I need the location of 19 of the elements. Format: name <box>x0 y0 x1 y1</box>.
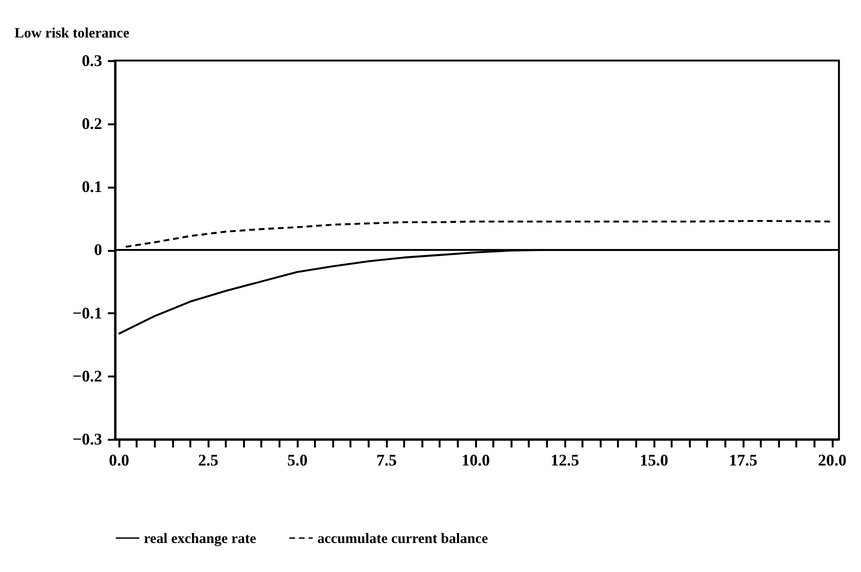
x-tick-label: 17.5 <box>728 450 758 470</box>
x-tick-label: 12.5 <box>550 450 580 470</box>
y-tick-label: −0.3 <box>72 430 102 449</box>
x-tick-label: 5.0 <box>287 450 308 470</box>
x-tick-label: 7.5 <box>376 450 397 470</box>
y-tick-label: −0.2 <box>72 366 102 386</box>
y-tick-label: 0 <box>94 240 102 260</box>
x-tick-label: 20.0 <box>818 450 847 470</box>
x-tick-label: 2.5 <box>198 450 218 470</box>
legend-label: accumulate current balance <box>317 530 489 547</box>
x-tick-label: 15.0 <box>640 450 668 470</box>
y-tick-label: 0.3 <box>82 50 102 70</box>
y-tick-label: −0.1 <box>72 303 102 322</box>
x-tick-label: 0.0 <box>108 450 130 470</box>
chart-title: Low risk tolerance <box>14 26 130 42</box>
y-tick-label: 0.2 <box>82 114 102 133</box>
legend-label: real exchange rate <box>144 530 257 547</box>
y-tick-label: 0.1 <box>82 177 102 196</box>
x-tick-label: 10.0 <box>461 450 490 470</box>
